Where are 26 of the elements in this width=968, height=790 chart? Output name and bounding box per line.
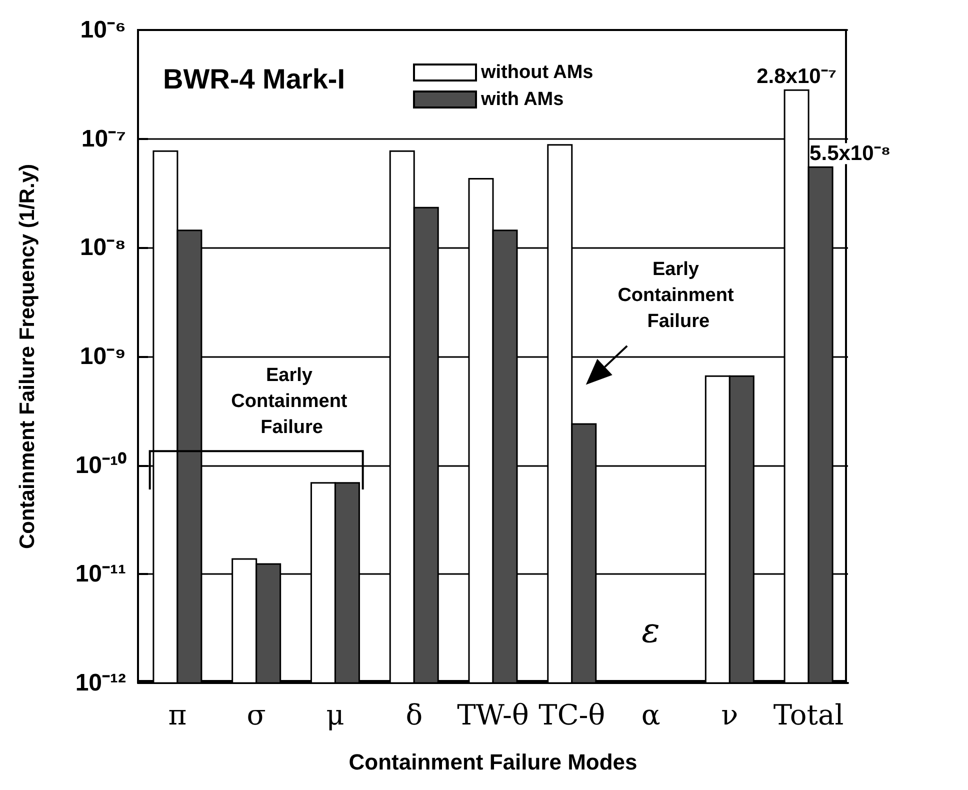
y-tick-label: 10⁻¹⁰ xyxy=(75,452,127,479)
x-tick-label: μ xyxy=(326,698,344,732)
y-tick-label: 10⁻¹² xyxy=(75,670,126,696)
y-axis-title: Containment Failure Frequency (1/R.y) xyxy=(16,164,39,550)
x-tick-label: σ xyxy=(246,698,266,732)
x-tick-label: α xyxy=(641,698,660,732)
y-tick-label: 10⁻⁶ xyxy=(80,16,126,44)
data-label: 5.5x10⁻⁸ xyxy=(810,142,891,166)
y-tick-label: 10⁻⁸ xyxy=(80,234,126,262)
annotation: Early Containment Failure xyxy=(618,258,740,332)
y-tick-label: 10⁻⁷ xyxy=(81,125,126,152)
annotation: ε xyxy=(642,611,660,652)
x-tick-label: TW-θ xyxy=(457,698,529,732)
x-tick-label: TC-θ xyxy=(538,698,606,732)
y-tick-label: 10⁻⁹ xyxy=(80,343,126,370)
legend-label: without AMs xyxy=(480,62,594,83)
y-tick-label: 10⁻¹¹ xyxy=(75,560,126,588)
data-label: 2.8x10⁻⁷ xyxy=(756,65,837,88)
annotation: Early Containment Failure xyxy=(231,364,353,438)
x-tick-label: δ xyxy=(406,698,423,732)
x-tick-label: π xyxy=(168,698,187,732)
text: BWR-4 Mark-I xyxy=(163,64,346,94)
legend-label: with AMs xyxy=(480,89,564,110)
x-tick-label: Total xyxy=(773,698,844,732)
x-tick-label: ν xyxy=(721,698,738,732)
x-axis-title: Containment Failure Modes xyxy=(348,750,638,774)
